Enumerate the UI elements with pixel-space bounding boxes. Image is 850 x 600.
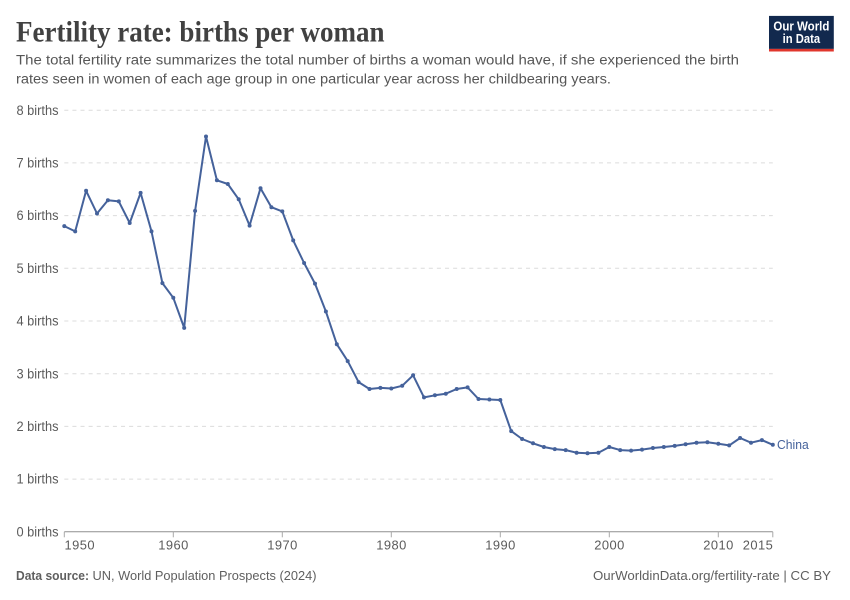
svg-text:2010: 2010: [703, 538, 733, 553]
svg-text:8 births: 8 births: [17, 103, 59, 118]
svg-text:2 births: 2 births: [17, 419, 59, 434]
svg-text:The total fertility rate summa: The total fertility rate summarizes the …: [16, 52, 739, 67]
svg-text:1970: 1970: [267, 538, 297, 553]
svg-text:5 births: 5 births: [17, 261, 59, 276]
svg-text:China: China: [777, 437, 809, 452]
svg-text:OurWorldinData.org/fertility-r: OurWorldinData.org/fertility-rate | CC B…: [593, 568, 831, 583]
svg-text:rates seen in women of each ag: rates seen in women of each age group in…: [16, 71, 611, 86]
svg-text:1980: 1980: [376, 538, 406, 553]
svg-text:1 births: 1 births: [17, 472, 59, 487]
svg-text:Data source:: Data source:: [16, 568, 89, 583]
svg-text:0 births: 0 births: [17, 524, 59, 539]
svg-text:2000: 2000: [594, 538, 624, 553]
svg-text:7 births: 7 births: [17, 156, 59, 171]
svg-text:6 births: 6 births: [17, 208, 59, 223]
svg-text:1960: 1960: [158, 538, 188, 553]
svg-text:UN, World Population Prospects: UN, World Population Prospects (2024): [93, 568, 317, 583]
svg-text:4 births: 4 births: [17, 314, 59, 329]
svg-text:Fertility rate: births per wom: Fertility rate: births per woman: [16, 16, 385, 49]
svg-text:3 births: 3 births: [17, 366, 59, 381]
svg-text:in Data: in Data: [783, 32, 821, 46]
svg-text:2015: 2015: [743, 538, 773, 553]
svg-text:1950: 1950: [65, 538, 95, 553]
svg-text:1990: 1990: [485, 538, 515, 553]
svg-text:Our World: Our World: [773, 20, 829, 34]
